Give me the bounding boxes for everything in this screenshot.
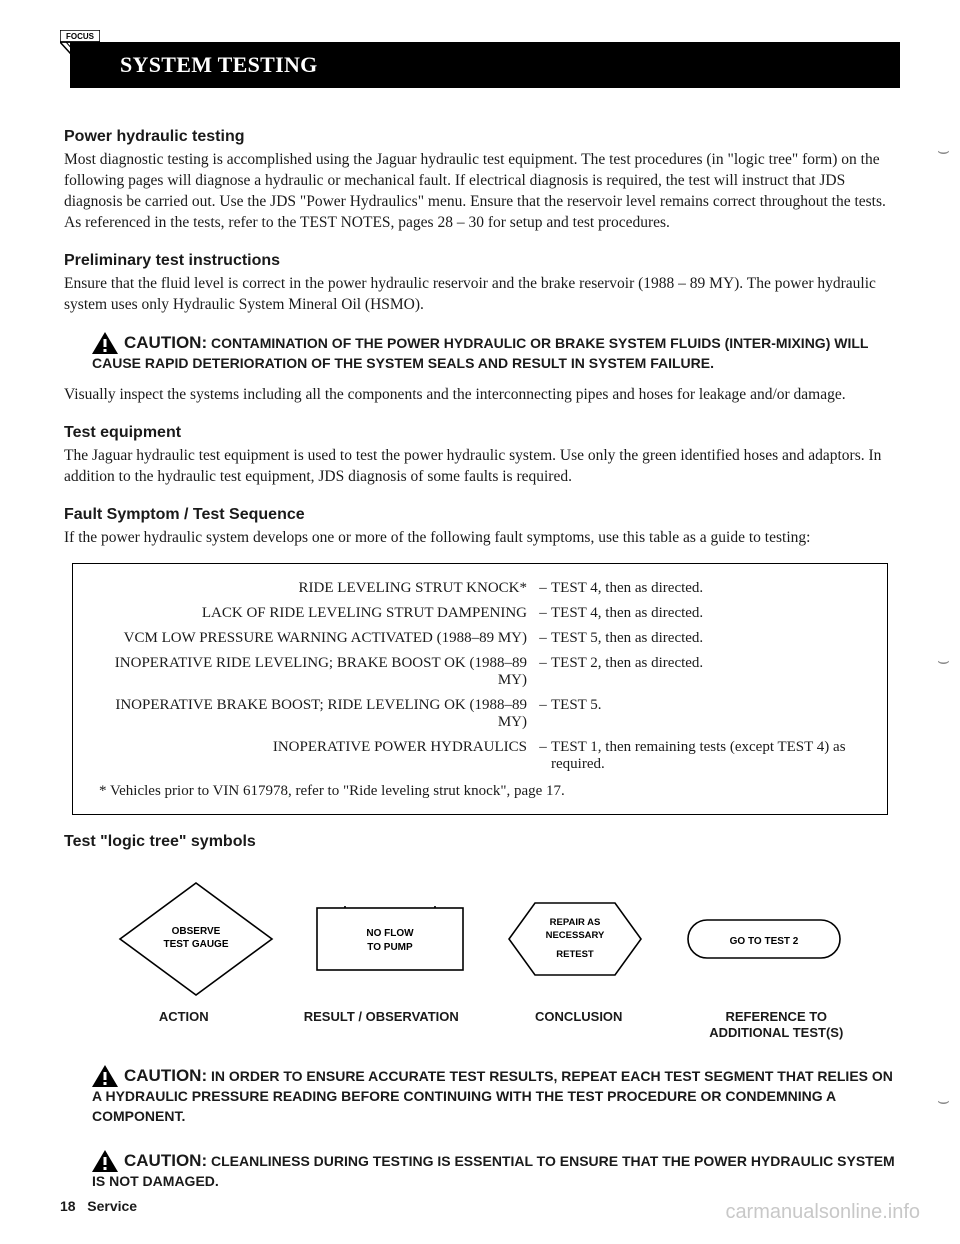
caution-accurate-results: CAUTION: IN ORDER TO ENSURE ACCURATE TES… — [92, 1064, 896, 1127]
fault-row: INOPERATIVE POWER HYDRAULICS–TEST 1, the… — [95, 739, 865, 773]
heading-fault-symptom: Fault Symptom / Test Sequence — [64, 506, 896, 524]
warning-triangle-icon — [92, 332, 118, 354]
svg-text:FOCUS: FOCUS — [66, 32, 95, 41]
fault-action: TEST 5. — [551, 697, 865, 731]
fault-action: TEST 4, then as directed. — [551, 605, 865, 622]
svg-text:NECESSARY: NECESSARY — [545, 930, 604, 941]
caution-text: CONTAMINATION OF THE POWER HYDRAULIC OR … — [92, 335, 868, 372]
fault-symptom: LACK OF RIDE LEVELING STRUT DAMPENING — [95, 605, 535, 622]
caution-text: CLEANLINESS DURING TESTING IS ESSENTIAL … — [92, 1153, 895, 1190]
watermark: carmanualsonline.info — [725, 1201, 920, 1224]
para-power-hydraulic: Most diagnostic testing is accomplished … — [64, 150, 896, 234]
fault-dash: – — [535, 630, 551, 647]
para-inspect: Visually inspect the systems including a… — [64, 385, 896, 406]
svg-text:GO TO TEST 2: GO TO TEST 2 — [730, 936, 799, 947]
label-result: RESULT / OBSERVATION — [292, 1009, 472, 1042]
fault-symptom: RIDE LEVELING STRUT KNOCK* — [95, 580, 535, 597]
symbol-action-diamond: OBSERVE TEST GAUGE — [116, 879, 276, 999]
warning-triangle-icon — [92, 1150, 118, 1172]
heading-power-hydraulic: Power hydraulic testing — [64, 128, 896, 146]
caution-contamination: CAUTION: CONTAMINATION OF THE POWER HYDR… — [92, 332, 896, 374]
fault-dash: – — [535, 739, 551, 773]
symbol-reference-pill: GO TO TEST 2 — [684, 914, 844, 964]
heading-logic-tree: Test "logic tree" symbols — [64, 833, 896, 851]
caution-lead: CAUTION: — [124, 1151, 207, 1170]
caution-cleanliness: CAUTION: CLEANLINESS DURING TESTING IS E… — [92, 1149, 896, 1192]
caution-lead: CAUTION: — [124, 1066, 207, 1085]
fault-action: TEST 5, then as directed. — [551, 630, 865, 647]
svg-text:NO FLOW: NO FLOW — [367, 928, 415, 939]
fault-dash: – — [535, 580, 551, 597]
fault-dash: – — [535, 697, 551, 731]
fault-symptom: INOPERATIVE POWER HYDRAULICS — [95, 739, 535, 773]
symbol-conclusion-hex: REPAIR AS NECESSARY RETEST — [505, 899, 645, 979]
warning-triangle-icon — [92, 1065, 118, 1087]
caution-text: IN ORDER TO ENSURE ACCURATE TEST RESULTS… — [92, 1068, 893, 1124]
logic-symbol-labels: ACTION RESULT / OBSERVATION CONCLUSION R… — [64, 1009, 896, 1042]
logic-symbols-row: OBSERVE TEST GAUGE NO FLOW TO PUMP REPAI… — [64, 879, 896, 999]
svg-text:REPAIR AS: REPAIR AS — [549, 917, 600, 928]
scan-artifact: ⌣ — [937, 140, 950, 163]
heading-preliminary: Preliminary test instructions — [64, 252, 896, 270]
label-action: ACTION — [94, 1009, 274, 1042]
fault-symptom: VCM LOW PRESSURE WARNING ACTIVATED (1988… — [95, 630, 535, 647]
fault-symptom: INOPERATIVE BRAKE BOOST; RIDE LEVELING O… — [95, 697, 535, 731]
focus-badge-icon: FOCUS — [60, 30, 100, 60]
fault-row: VCM LOW PRESSURE WARNING ACTIVATED (1988… — [95, 630, 865, 647]
title-bar: SYSTEM TESTING — [70, 42, 900, 88]
scan-artifact: ⌣ — [937, 1090, 950, 1113]
heading-test-equipment: Test equipment — [64, 424, 896, 442]
para-test-equipment: The Jaguar hydraulic test equipment is u… — [64, 446, 896, 488]
svg-text:OBSERVE: OBSERVE — [171, 926, 220, 937]
svg-text:TO PUMP: TO PUMP — [367, 942, 413, 953]
label-conclusion: CONCLUSION — [489, 1009, 669, 1042]
fault-symptom: INOPERATIVE RIDE LEVELING; BRAKE BOOST O… — [95, 655, 535, 689]
symbol-result-box: NO FLOW TO PUMP — [315, 906, 465, 972]
fault-dash: – — [535, 655, 551, 689]
fault-action: TEST 2, then as directed. — [551, 655, 865, 689]
fault-row: INOPERATIVE BRAKE BOOST; RIDE LEVELING O… — [95, 697, 865, 731]
fault-row: RIDE LEVELING STRUT KNOCK*–TEST 4, then … — [95, 580, 865, 597]
svg-text:TEST GAUGE: TEST GAUGE — [163, 939, 228, 950]
fault-action: TEST 4, then as directed. — [551, 580, 865, 597]
scan-artifact: ⌣ — [937, 650, 950, 673]
label-reference: REFERENCE TOADDITIONAL TEST(S) — [687, 1009, 867, 1042]
page-content: Power hydraulic testing Most diagnostic … — [60, 128, 900, 1192]
fault-footnote: * Vehicles prior to VIN 617978, refer to… — [95, 783, 865, 800]
page-footer: 18 Service — [60, 1198, 137, 1214]
fault-row: INOPERATIVE RIDE LEVELING; BRAKE BOOST O… — [95, 655, 865, 689]
caution-lead: CAUTION: — [124, 333, 207, 352]
para-preliminary: Ensure that the fluid level is correct i… — [64, 274, 896, 316]
footer-section: Service — [87, 1198, 137, 1214]
fault-dash: – — [535, 605, 551, 622]
para-fault-symptom: If the power hydraulic system develops o… — [64, 528, 896, 549]
fault-row: LACK OF RIDE LEVELING STRUT DAMPENING–TE… — [95, 605, 865, 622]
page-number: 18 — [60, 1198, 76, 1214]
page-header: FOCUS SYSTEM TESTING — [60, 30, 900, 88]
fault-table: RIDE LEVELING STRUT KNOCK*–TEST 4, then … — [72, 563, 888, 815]
svg-text:RETEST: RETEST — [556, 949, 594, 960]
fault-action: TEST 1, then remaining tests (except TES… — [551, 739, 865, 773]
